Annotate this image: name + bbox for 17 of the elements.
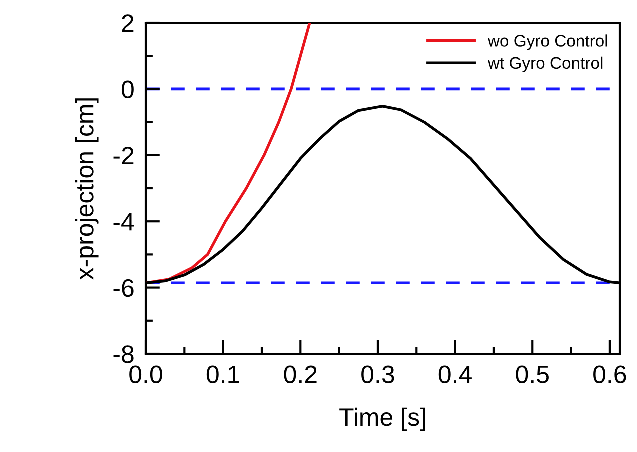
y-tick-label: 0 bbox=[122, 80, 134, 99]
x-tick-label: 0.6 bbox=[594, 366, 626, 384]
legend-label: wo Gyro Control bbox=[488, 34, 608, 50]
x-axis-title: Time [s] bbox=[340, 408, 426, 432]
x-tick-label: 0.4 bbox=[438, 366, 472, 384]
x-tick-label: 0.3 bbox=[362, 366, 394, 384]
y-tick-label: -6 bbox=[114, 279, 134, 298]
x-tick-label: 0.0 bbox=[130, 366, 162, 384]
legend-label: wt Gyro Control bbox=[488, 56, 603, 72]
x-tick-label: 0.2 bbox=[284, 366, 317, 384]
y-tick-label: -4 bbox=[114, 213, 134, 231]
y-tick-label: -8 bbox=[114, 346, 134, 364]
y-tick-label: 2 bbox=[122, 14, 134, 32]
y-tick-label: -2 bbox=[114, 147, 134, 164]
x-tick-label: 0.5 bbox=[516, 366, 549, 384]
x-tick-label: 0.1 bbox=[206, 366, 240, 384]
y-axis-title: x-projection [cm] bbox=[75, 98, 99, 280]
